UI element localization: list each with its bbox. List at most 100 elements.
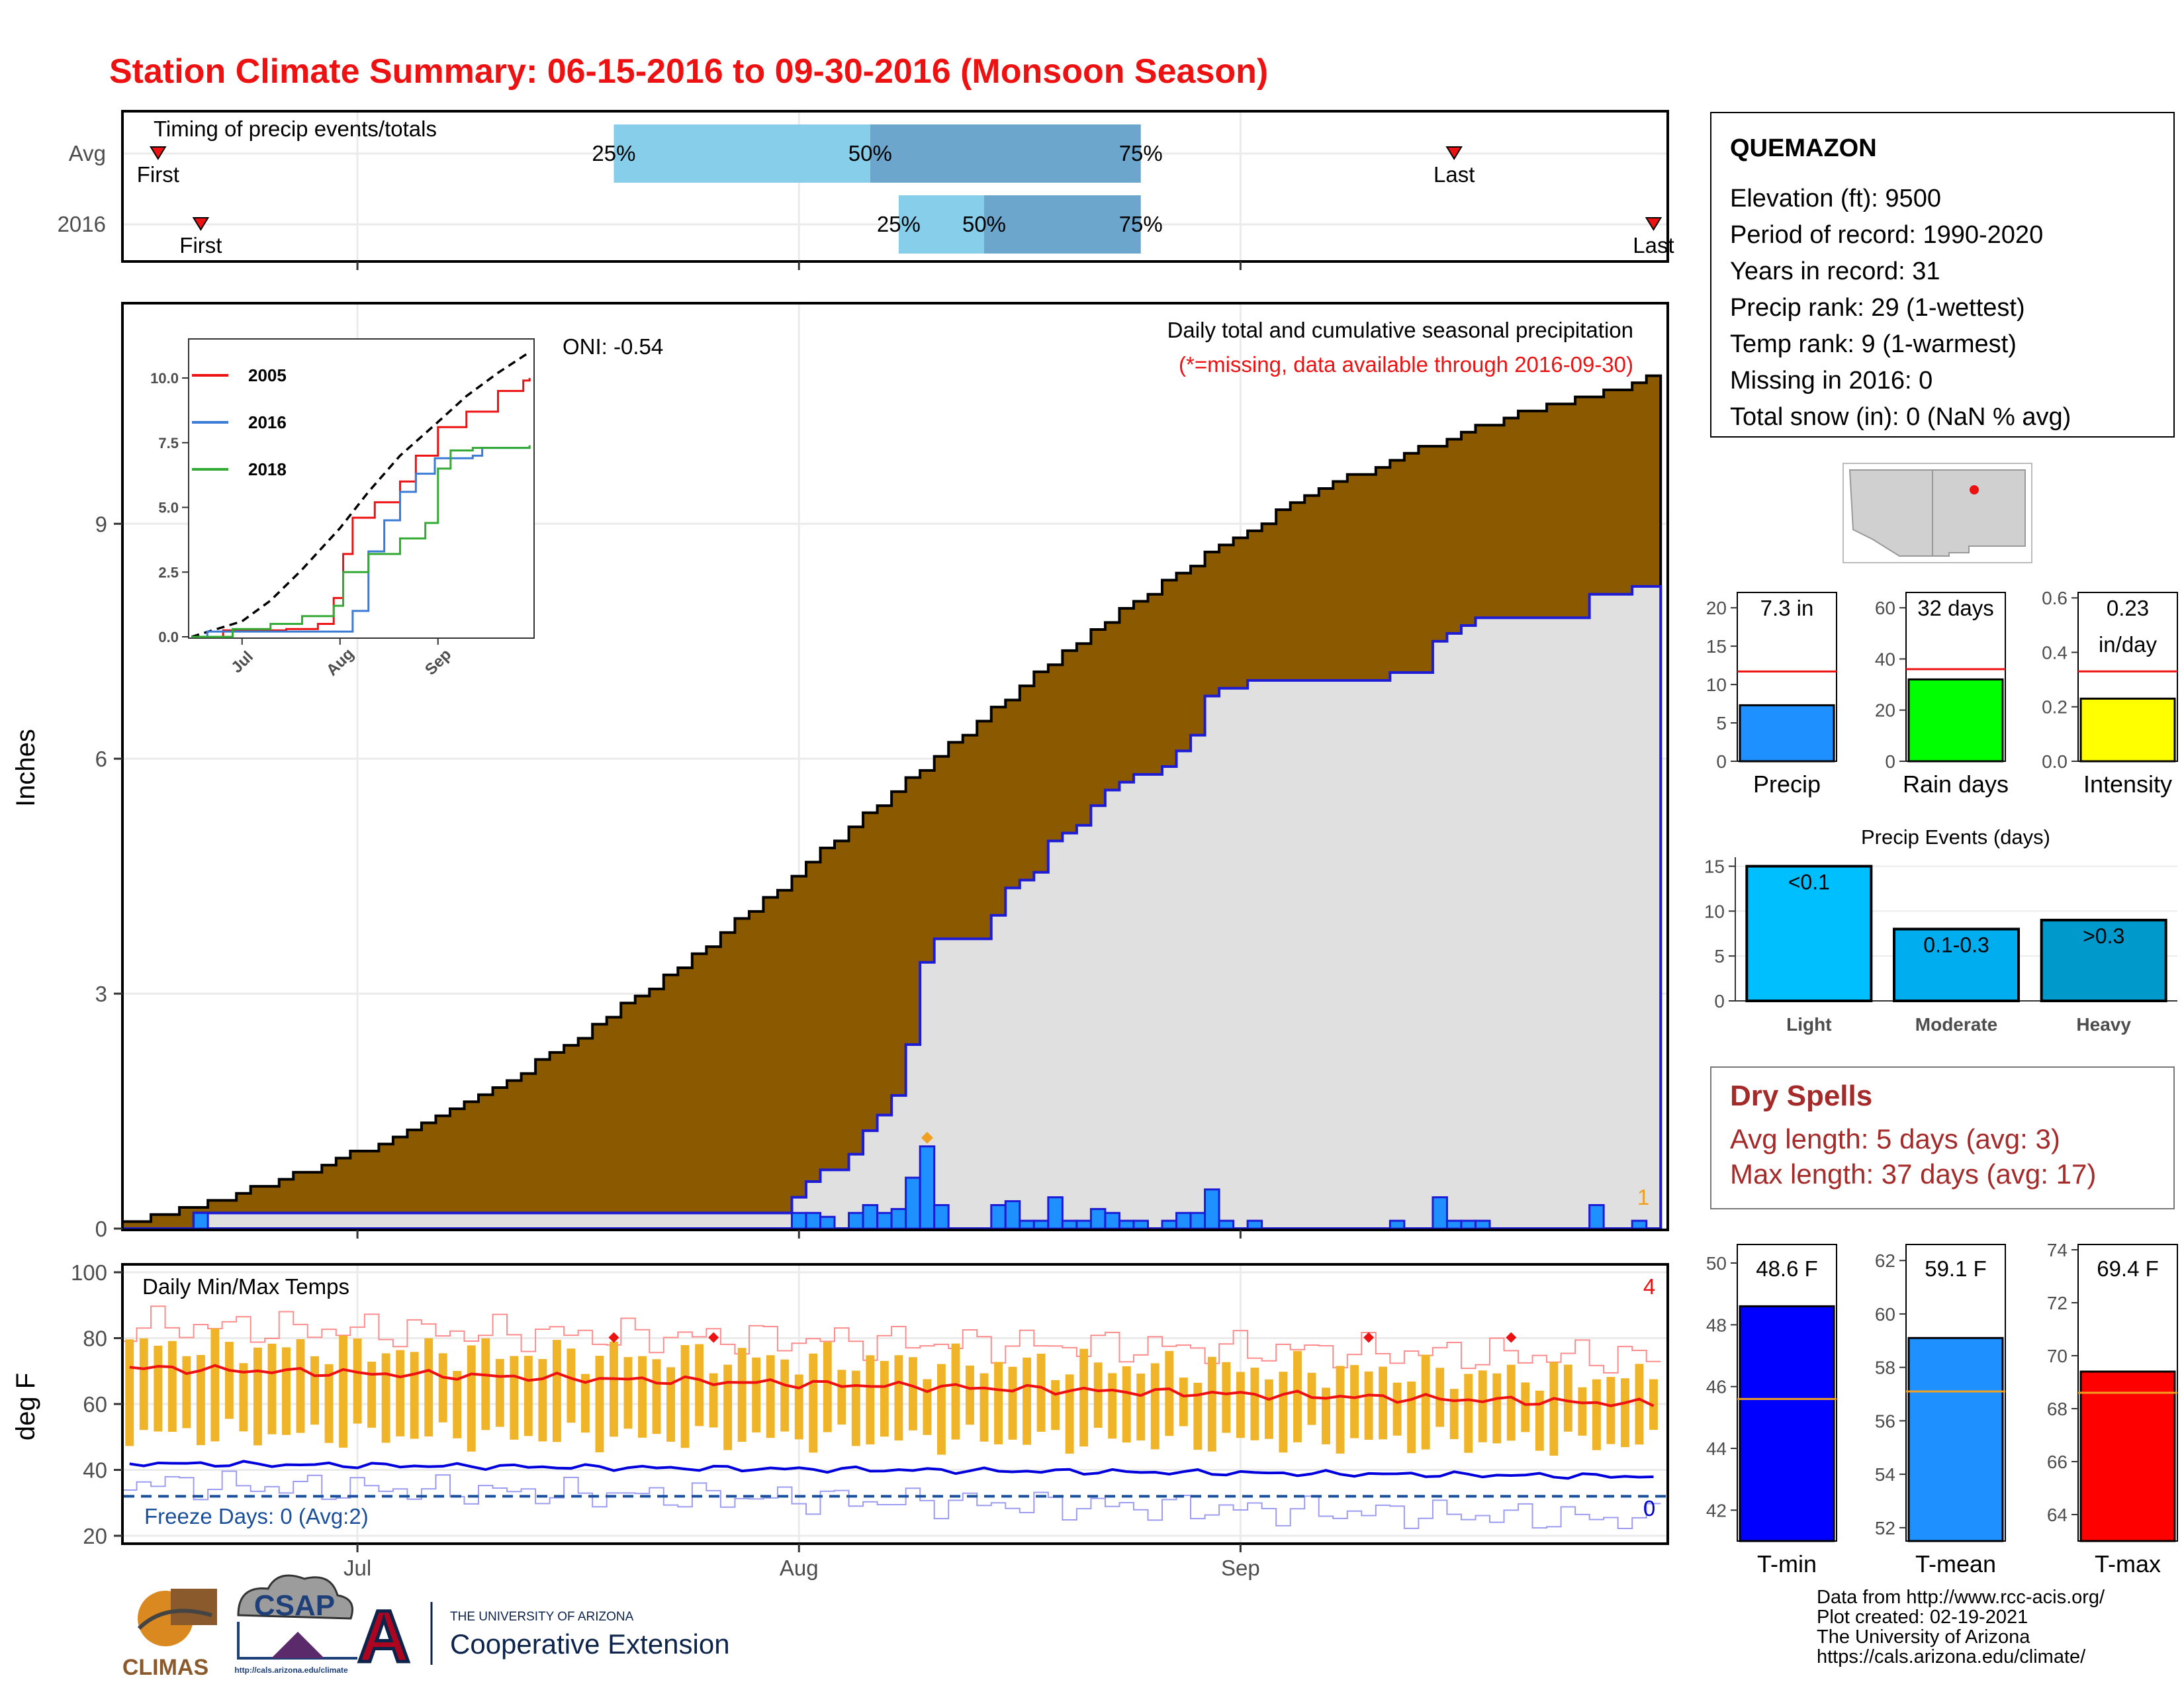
timing-q50-label: 50% bbox=[962, 212, 1006, 236]
daily-temp-bar bbox=[610, 1341, 618, 1437]
mini-bar-tick: 0 bbox=[1716, 751, 1727, 772]
daily-temp-bar bbox=[282, 1347, 291, 1435]
daily-temp-bar bbox=[125, 1339, 134, 1446]
precip-y-tick: 0 bbox=[95, 1217, 107, 1241]
daily-temp-bar bbox=[966, 1365, 974, 1425]
dry-spells-max: Max length: 37 days (avg: 17) bbox=[1730, 1158, 2096, 1190]
daily-temp-bar bbox=[1407, 1382, 1416, 1454]
daily-temp-bar bbox=[367, 1361, 377, 1428]
daily-temp-bar bbox=[766, 1355, 775, 1438]
daily-temp-bar bbox=[1079, 1348, 1089, 1447]
mini-bar-tick: 0 bbox=[1885, 751, 1895, 772]
precip-panel: 0 3 6 9 Inches Daily total and cumulative s… bbox=[11, 302, 1669, 1241]
daily-precip-bar bbox=[1474, 1219, 1491, 1230]
daily-temp-bar bbox=[794, 1374, 803, 1440]
daily-temp-bar bbox=[1322, 1387, 1330, 1444]
mini-bar-value bbox=[2079, 697, 2176, 763]
page-title: Station Climate Summary: 06-15-2016 to 0… bbox=[109, 52, 1268, 91]
daily-precip-bar bbox=[1089, 1207, 1107, 1230]
timing-q75-label: 75% bbox=[1119, 212, 1163, 236]
daily-temp-bar bbox=[680, 1344, 690, 1448]
daily-temp-bar bbox=[1250, 1368, 1259, 1440]
daily-temp-bar bbox=[737, 1348, 747, 1442]
last-event-marker bbox=[1445, 146, 1463, 160]
inset-series-line bbox=[191, 351, 531, 638]
daily-temp-bar bbox=[1293, 1350, 1302, 1442]
daily-temp-bar bbox=[1150, 1363, 1160, 1450]
daily-temp-bar bbox=[1421, 1354, 1430, 1450]
temp-y-tick: 40 bbox=[83, 1458, 107, 1483]
daily-temp-bar bbox=[1350, 1365, 1359, 1438]
daily-precip-bar bbox=[1019, 1219, 1035, 1230]
timing-q25-label: 25% bbox=[877, 212, 921, 236]
mini-bar-tick: 15 bbox=[1706, 636, 1727, 657]
station-info-line: Years in record: 31 bbox=[1730, 258, 1940, 285]
daily-temp-bar bbox=[1492, 1373, 1502, 1444]
daily-temp-bar bbox=[567, 1348, 576, 1423]
daily-temp-bar bbox=[1449, 1389, 1459, 1439]
mini-bar-value-label2: in/day bbox=[2099, 632, 2158, 657]
daily-temp-bar bbox=[224, 1342, 234, 1419]
mini-bar-value-label: 32 days bbox=[1917, 596, 1994, 620]
temp-bar-value-label: 59.1 F bbox=[1925, 1256, 1987, 1281]
daily-temp-bar bbox=[580, 1374, 590, 1433]
daily-precip-bar bbox=[1132, 1219, 1149, 1230]
daily-temp-bar bbox=[1065, 1374, 1074, 1454]
event-category-label: Heavy bbox=[2076, 1014, 2131, 1035]
temp-bar-tick: 46 bbox=[1706, 1377, 1727, 1397]
daily-temp-bar bbox=[1606, 1377, 1615, 1444]
daily-temp-bar bbox=[1392, 1382, 1402, 1436]
daily-temp-bar bbox=[1435, 1368, 1445, 1427]
daily-precip-bar bbox=[848, 1211, 864, 1230]
daily-temp-bar bbox=[396, 1350, 405, 1436]
daily-temp-bar bbox=[239, 1363, 248, 1432]
daily-precip-bar bbox=[1061, 1219, 1078, 1230]
daily-precip-bar bbox=[905, 1176, 921, 1230]
record-high-marker bbox=[1363, 1332, 1375, 1343]
temp-bar-chart-t-max: 64 66 68 70 72 74 69.4 F T-max bbox=[2047, 1240, 2178, 1577]
station-info-line: Precip rank: 29 (1-wettest) bbox=[1730, 294, 2025, 322]
daily-precip-bar bbox=[1204, 1188, 1220, 1230]
temp-y-tick: 80 bbox=[83, 1326, 107, 1350]
season-total-bars: 0 5 10 15 20 7.3 in Precip 0 20 40 60 32 days Rain d… bbox=[1706, 588, 2178, 798]
daily-temp-bar bbox=[923, 1379, 932, 1435]
temp-bar-label: T-max bbox=[2095, 1550, 2161, 1577]
daily-precip-bar bbox=[1075, 1219, 1092, 1230]
inset-y-tick: 2.5 bbox=[158, 564, 179, 581]
temp-count-hot: 4 bbox=[1643, 1274, 1655, 1299]
climas-logo: CLIMAS bbox=[122, 1589, 217, 1680]
daily-temp-bar bbox=[1193, 1382, 1203, 1450]
daily-temp-bar bbox=[1336, 1366, 1345, 1454]
temp-y-label: deg F bbox=[11, 1373, 40, 1440]
precip-count-label: 1 bbox=[1637, 1185, 1649, 1209]
mini-bar-chart-rain-days: 0 20 40 60 32 days Rain days bbox=[1875, 592, 2009, 798]
daily-temp-bar bbox=[154, 1345, 163, 1432]
daily-precip-bar bbox=[1047, 1196, 1064, 1230]
daily-precip-bar bbox=[1118, 1219, 1135, 1230]
temp-summary-bars: 42 44 46 48 50 48.6 F T-min 52 54 56 58 60 62 59.1 F T… bbox=[1706, 1240, 2178, 1577]
event-bar-label: 0.1-0.3 bbox=[1923, 933, 1989, 957]
mini-bar-chart-intensity: 0.0 0.2 0.4 0.6 0.23 in/day Intensity bbox=[2042, 588, 2178, 798]
mini-bar-tick: 40 bbox=[1875, 649, 1895, 669]
daily-precip-bar bbox=[1432, 1196, 1448, 1230]
dry-spells-box: Dry Spells Avg length: 5 days (avg: 3) M… bbox=[1710, 1066, 2175, 1209]
footer-line: Data from http://www.rcc-acis.org/ bbox=[1817, 1587, 2105, 1608]
temp-bar-chart-t-mean: 52 54 56 58 60 62 59.1 F T-mean bbox=[1875, 1244, 2006, 1577]
temp-bar-tick: 70 bbox=[2047, 1346, 2068, 1366]
daily-precip-bar bbox=[805, 1211, 822, 1230]
daily-temp-bar bbox=[894, 1355, 903, 1441]
daily-temp-bar bbox=[1521, 1382, 1530, 1432]
temp-bar-tick: 48 bbox=[1706, 1315, 1727, 1335]
daily-temp-bar bbox=[438, 1353, 447, 1423]
temp-bar-tick: 42 bbox=[1706, 1500, 1727, 1521]
daily-temp-bar bbox=[1592, 1379, 1601, 1450]
daily-temp-bar bbox=[552, 1340, 561, 1442]
daily-temp-bar bbox=[381, 1353, 390, 1443]
daily-temp-bar bbox=[1093, 1362, 1103, 1428]
temp-bar-tick: 72 bbox=[2047, 1293, 2068, 1313]
temp-bar-tick: 58 bbox=[1875, 1358, 1895, 1378]
daily-temp-bar bbox=[1478, 1370, 1487, 1442]
last-event-marker bbox=[1645, 217, 1662, 231]
daily-temp-bar bbox=[979, 1373, 989, 1442]
timing-q75-label: 75% bbox=[1119, 141, 1163, 165]
